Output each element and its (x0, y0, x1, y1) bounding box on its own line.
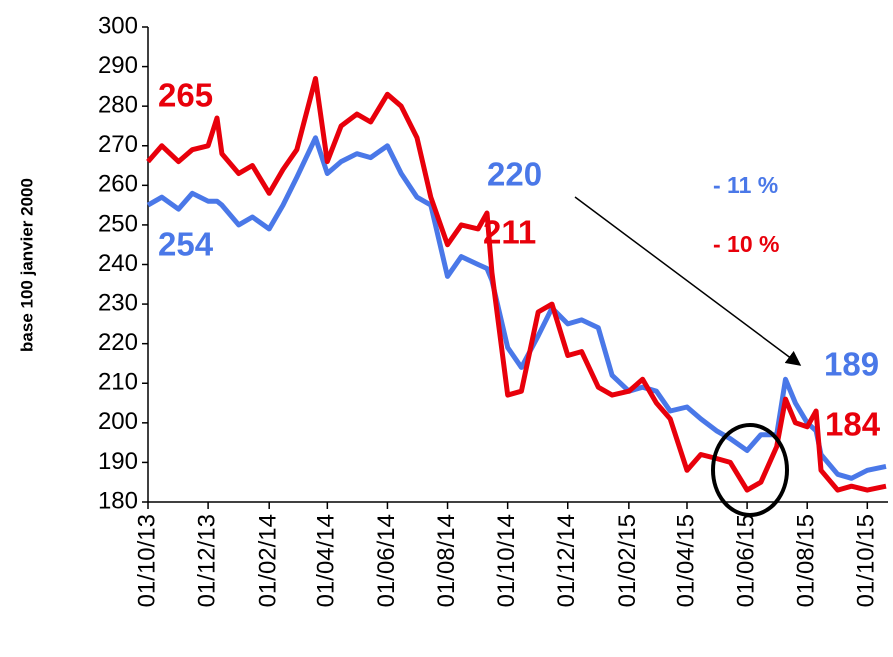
x-tick-label: 01/02/15 (614, 514, 641, 607)
annotation: 184 (825, 406, 881, 443)
x-tick-label: 01/06/14 (373, 514, 400, 607)
y-tick-label: 290 (98, 52, 138, 79)
y-tick-label: 240 (98, 250, 138, 277)
y-tick-label: 180 (98, 487, 138, 514)
x-tick-label: 01/04/14 (313, 514, 340, 607)
arrow (574, 196, 802, 366)
y-tick-label: 280 (98, 92, 138, 119)
x-tick-label: 01/10/13 (133, 514, 160, 607)
y-tick-label: 230 (98, 289, 138, 316)
annotation: - 11 % (713, 172, 778, 198)
x-tick-label: 01/12/13 (193, 514, 220, 607)
y-tick-label: 210 (98, 369, 138, 396)
x-tick-label: 01/10/14 (493, 514, 520, 607)
x-tick-label: 01/08/15 (793, 514, 820, 607)
y-tick-label: 200 (98, 408, 138, 435)
annotation: 254 (158, 226, 214, 263)
x-tick-label: 01/02/14 (255, 514, 282, 607)
annotation: 265 (158, 77, 213, 114)
x-tick-label: 01/10/15 (853, 514, 880, 607)
circle-highlight (711, 423, 789, 517)
y-tick-label: 260 (98, 171, 138, 198)
y-tick-label: 250 (98, 210, 138, 237)
y-tick-label: 220 (98, 329, 138, 356)
y-tick-label: 270 (98, 131, 138, 158)
annotation: 220 (487, 156, 542, 193)
y-axis-label: base 100 janvier 2000 (17, 178, 36, 352)
y-tick-label: 300 (98, 12, 138, 39)
x-tick-label: 01/12/14 (553, 514, 580, 607)
x-tick-label: 01/08/14 (433, 514, 460, 607)
annotation: 189 (824, 346, 879, 383)
annotation: - 10 % (713, 231, 779, 257)
x-tick-label: 01/04/15 (672, 514, 699, 607)
annotation: 211 (483, 214, 536, 251)
x-tick-label: 01/06/15 (732, 514, 759, 607)
y-tick-label: 190 (98, 448, 138, 475)
